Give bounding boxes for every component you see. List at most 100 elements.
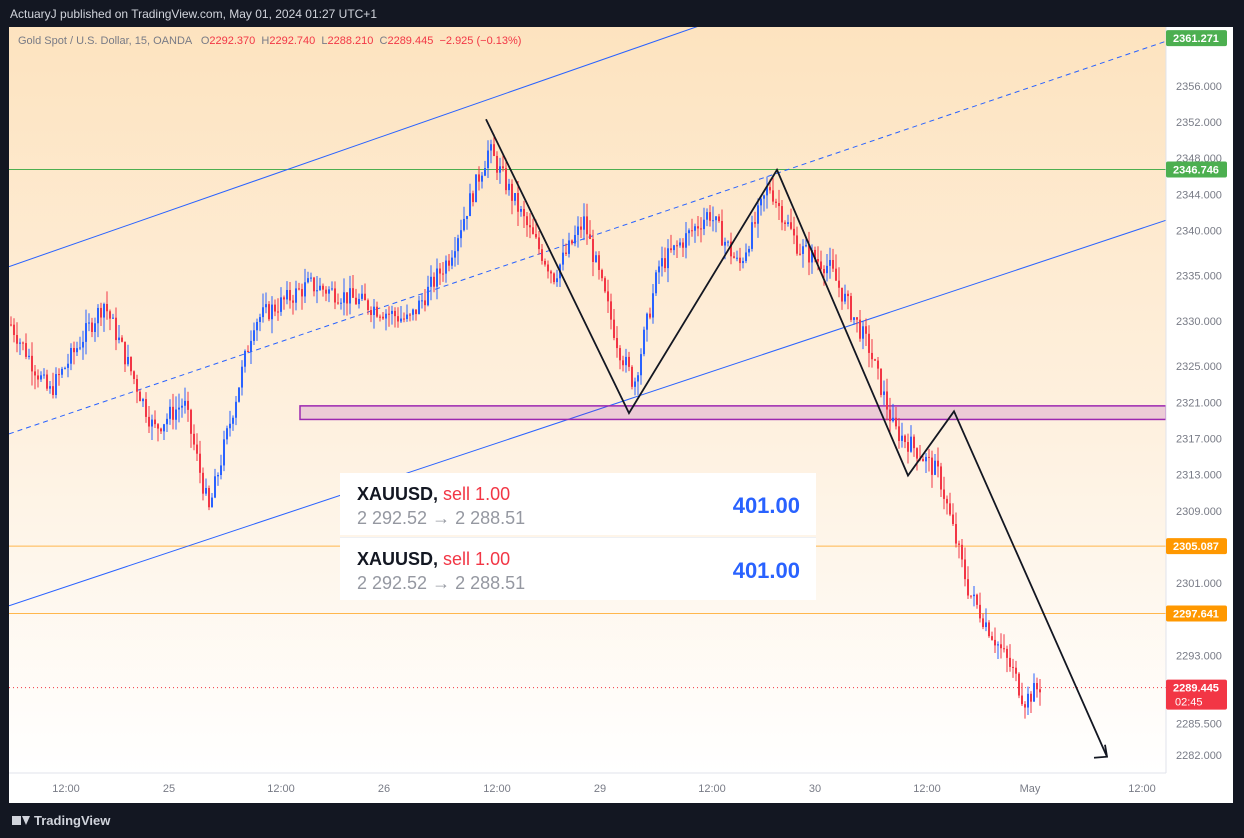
- chart-area[interactable]: 2356.000 2352.000 2348.000 2344.000 2340.000…: [9, 27, 1233, 803]
- trade-pnl: 401.00: [732, 493, 800, 518]
- candle-body: [199, 453, 201, 473]
- candle-body: [652, 293, 654, 318]
- candle-body: [739, 257, 741, 264]
- candle-body: [484, 168, 486, 176]
- candle-body: [604, 278, 606, 292]
- candle-body: [169, 406, 171, 419]
- candle-body: [346, 292, 348, 304]
- candle-body: [538, 237, 540, 250]
- candle-body: [553, 273, 555, 283]
- candle-body: [853, 317, 855, 320]
- candle-body: [481, 175, 483, 182]
- candle-body: [373, 306, 375, 315]
- candle-body: [490, 144, 492, 151]
- candle-body: [991, 636, 993, 640]
- candle-body: [253, 330, 255, 341]
- x-axis-tick-label: 30: [809, 783, 821, 795]
- candle-body: [883, 391, 885, 395]
- candle-body: [784, 222, 786, 224]
- candle-body: [1012, 666, 1014, 668]
- candle-body: [454, 251, 456, 258]
- price-chart[interactable]: 2356.0002352.0002348.0002344.0002340.000…: [9, 27, 1233, 803]
- y-axis-tick-label: 2282.000: [1176, 750, 1222, 762]
- candle-body: [886, 391, 888, 410]
- candle-body: [751, 222, 753, 249]
- candle-body: [217, 474, 219, 477]
- candle-body: [439, 268, 441, 274]
- candle-body: [1021, 695, 1023, 705]
- candle-body: [382, 316, 384, 319]
- candle-body: [106, 303, 108, 312]
- price-tag-box: [1166, 30, 1227, 47]
- candle-body: [304, 282, 306, 297]
- candle-body: [601, 269, 603, 279]
- candle-body: [418, 300, 420, 315]
- candle-body: [850, 296, 852, 320]
- bar-countdown-label: 02:45: [1175, 697, 1203, 709]
- candle-body: [745, 252, 747, 262]
- candle-body: [292, 300, 294, 303]
- candle-body: [67, 363, 69, 368]
- candle-body: [37, 375, 39, 380]
- candle-body: [976, 594, 978, 605]
- candle-body: [856, 317, 858, 320]
- candle-body: [151, 419, 153, 427]
- candle-body: [322, 285, 324, 290]
- x-axis-tick-label: May: [1020, 783, 1041, 795]
- candle-body: [109, 311, 111, 319]
- candle-body: [721, 221, 723, 246]
- candle-body: [397, 316, 399, 322]
- candle-body: [946, 498, 948, 504]
- candle-body: [223, 439, 225, 466]
- candle-body: [265, 304, 267, 308]
- x-axis-tick-label: 12:00: [1128, 783, 1156, 795]
- candle-body: [130, 356, 132, 372]
- candle-body: [22, 342, 24, 344]
- candle-body: [520, 208, 522, 212]
- candle-body: [799, 253, 801, 255]
- candle-body: [823, 268, 825, 274]
- candle-body: [832, 260, 834, 269]
- candle-body: [421, 300, 423, 302]
- candle-body: [979, 604, 981, 619]
- candle-body: [820, 261, 822, 269]
- candle-body: [565, 252, 567, 254]
- candle-body: [457, 238, 459, 252]
- candle-body: [70, 347, 72, 364]
- price-tag-label: 2297.641: [1173, 608, 1219, 620]
- candle-body: [328, 289, 330, 294]
- candle-body: [103, 303, 105, 318]
- candle-body: [769, 187, 771, 191]
- candle-body: [805, 245, 807, 247]
- candle-body: [355, 297, 357, 305]
- candle-body: [766, 187, 768, 196]
- candle-body: [61, 368, 63, 375]
- candle-body: [241, 366, 243, 388]
- candle-body: [640, 354, 642, 376]
- candle-body: [901, 435, 903, 441]
- candle-body: [589, 234, 591, 240]
- candle-body: [613, 319, 615, 338]
- y-axis-tick-label: 2340.000: [1176, 225, 1222, 237]
- price-zone-rect: [299, 405, 1166, 421]
- tradingview-logo[interactable]: TradingView: [12, 813, 110, 828]
- candle-body: [97, 307, 99, 324]
- trade-symbol: XAUUSD: [357, 484, 434, 504]
- y-axis-tick-label: 2293.000: [1176, 650, 1222, 662]
- candle-body: [268, 304, 270, 320]
- candle-body: [679, 242, 681, 246]
- candle-body: [379, 316, 381, 318]
- candle-body: [619, 348, 621, 361]
- candle-body: [973, 594, 975, 597]
- candle-body: [250, 340, 252, 352]
- candle-body: [163, 424, 165, 432]
- candle-body: [802, 246, 804, 254]
- trade-separator: ,: [433, 549, 439, 569]
- candle-body: [352, 288, 354, 298]
- candle-body: [874, 359, 876, 361]
- ohlc-legend: Gold Spot / U.S. Dollar, 15, OANDA O2292…: [18, 35, 521, 47]
- candle-body: [610, 301, 612, 320]
- candle-body: [358, 298, 360, 305]
- candle-body: [436, 268, 438, 287]
- candle-body: [49, 386, 51, 389]
